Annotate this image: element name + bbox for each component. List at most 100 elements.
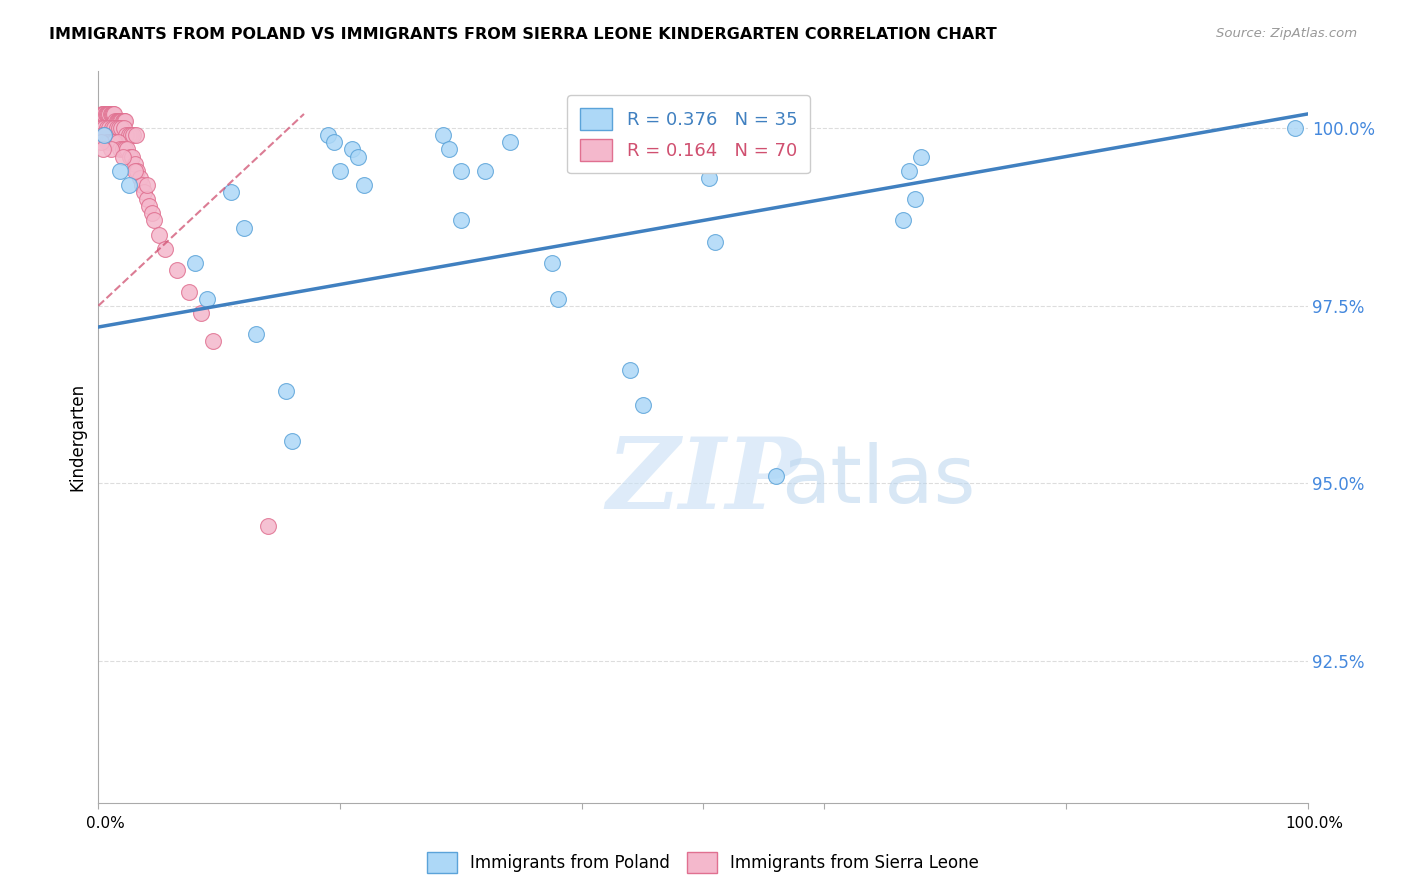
Point: [118, 128, 141, 143]
Point: [100, 121, 122, 136]
Point: [110, 121, 132, 136]
Point: [107, 136, 129, 150]
Point: [432, 128, 454, 143]
Point: [131, 178, 153, 192]
Point: [98, 107, 121, 121]
Point: [179, 285, 201, 299]
Point: [93, 128, 115, 143]
Point: [91, 121, 114, 136]
Point: [103, 121, 125, 136]
Point: [122, 128, 145, 143]
Point: [166, 263, 188, 277]
Text: ZIP: ZIP: [606, 433, 801, 529]
Point: [114, 114, 136, 128]
Point: [135, 192, 157, 206]
Point: [474, 163, 496, 178]
Point: [91, 143, 114, 157]
Point: [135, 178, 157, 192]
Point: [93, 107, 115, 121]
Point: [100, 107, 122, 121]
Point: [108, 114, 131, 128]
Point: [540, 256, 562, 270]
Point: [103, 107, 125, 121]
Point: [274, 384, 297, 398]
Point: [124, 163, 146, 178]
Point: [96, 136, 118, 150]
Point: [101, 107, 124, 121]
Point: [121, 150, 143, 164]
Point: [105, 114, 128, 128]
Text: 100.0%: 100.0%: [1285, 816, 1344, 831]
Text: IMMIGRANTS FROM POLAND VS IMMIGRANTS FROM SIERRA LEONE KINDERGARTEN CORRELATION : IMMIGRANTS FROM POLAND VS IMMIGRANTS FRO…: [49, 27, 997, 42]
Point: [111, 143, 134, 157]
Point: [202, 334, 225, 349]
Point: [127, 163, 149, 178]
Point: [111, 150, 134, 164]
Point: [125, 128, 148, 143]
Point: [342, 143, 364, 157]
Text: 0.0%: 0.0%: [86, 816, 125, 831]
Point: [697, 170, 720, 185]
Legend: R = 0.376   N = 35, R = 0.164   N = 70: R = 0.376 N = 35, R = 0.164 N = 70: [567, 95, 810, 173]
Point: [91, 107, 114, 121]
Point: [115, 128, 138, 143]
Point: [631, 398, 654, 412]
Point: [110, 114, 132, 128]
Point: [245, 327, 267, 342]
Point: [107, 114, 129, 128]
Point: [97, 107, 120, 121]
Point: [619, 362, 641, 376]
Point: [108, 143, 131, 157]
Point: [221, 185, 243, 199]
Point: [96, 121, 118, 136]
Point: [910, 150, 932, 164]
Point: [105, 121, 128, 136]
Point: [190, 306, 212, 320]
Point: [143, 213, 166, 227]
Text: atlas: atlas: [782, 442, 976, 520]
Point: [108, 163, 131, 178]
Point: [891, 213, 914, 227]
Point: [108, 121, 131, 136]
Point: [112, 114, 135, 128]
Point: [108, 114, 131, 128]
Legend: Immigrants from Poland, Immigrants from Sierra Leone: Immigrants from Poland, Immigrants from …: [420, 846, 986, 880]
Point: [100, 107, 122, 121]
Point: [93, 128, 115, 143]
Point: [323, 136, 346, 150]
Point: [118, 178, 141, 192]
Point: [765, 469, 787, 483]
Point: [94, 107, 117, 121]
Point: [103, 136, 125, 150]
Point: [153, 242, 176, 256]
Point: [111, 114, 134, 128]
Point: [704, 235, 727, 249]
Point: [256, 519, 278, 533]
Point: [353, 178, 375, 192]
Point: [96, 107, 118, 121]
Point: [904, 192, 927, 206]
Point: [134, 185, 156, 199]
Text: Source: ZipAtlas.com: Source: ZipAtlas.com: [1216, 27, 1357, 40]
Point: [498, 136, 520, 150]
Point: [104, 114, 127, 128]
Point: [128, 170, 150, 185]
Point: [195, 292, 218, 306]
Point: [90, 136, 112, 150]
Point: [117, 143, 139, 157]
Point: [124, 156, 146, 170]
Point: [1284, 121, 1306, 136]
Point: [232, 220, 254, 235]
Point: [897, 163, 920, 178]
Point: [184, 256, 207, 270]
Point: [547, 292, 569, 306]
Point: [100, 136, 122, 150]
Point: [450, 163, 472, 178]
Point: [138, 199, 160, 213]
Point: [347, 150, 370, 164]
Point: [118, 150, 141, 164]
Point: [141, 206, 163, 220]
Point: [98, 136, 121, 150]
Point: [437, 143, 460, 157]
Point: [148, 227, 170, 242]
